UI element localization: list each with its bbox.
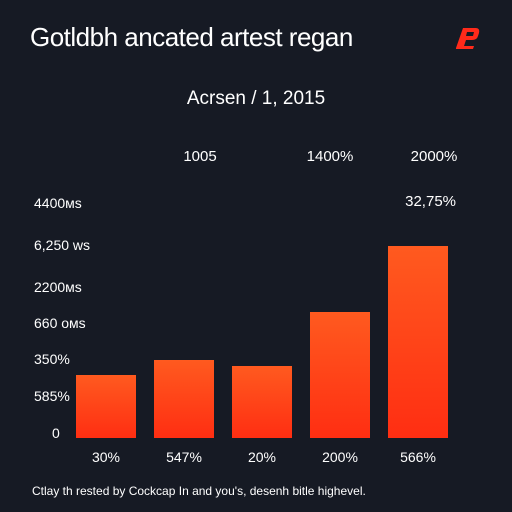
top-value-label: 1400%	[306, 148, 354, 165]
right-value-label: 32,75%	[405, 193, 456, 210]
chart-footnote: Ctlay th rested by Cockcap In and you's,…	[32, 484, 366, 498]
bar	[154, 360, 214, 438]
top-value-label: 1005	[183, 148, 217, 165]
y-tick-label: 585%	[34, 388, 70, 404]
chart-subtitle: Acrsen / 1, 2015	[186, 88, 326, 109]
y-tick-label: 2200мs	[34, 279, 82, 295]
y-tick-label: 350%	[34, 351, 70, 367]
y-tick-label: 4400мs	[34, 195, 82, 211]
x-tick-label: 200%	[322, 449, 358, 465]
y-tick-label: 6,250 ws	[34, 237, 91, 253]
x-tick-label: 30%	[92, 449, 120, 465]
x-tick-label: 566%	[400, 449, 436, 465]
bar	[388, 246, 448, 438]
y-tick-label: 0	[52, 425, 60, 441]
top-value-label: 2000%	[410, 148, 458, 165]
y-tick-label: 660 oмs	[34, 315, 86, 331]
bar	[76, 375, 136, 438]
bar	[310, 312, 370, 438]
x-tick-label: 20%	[248, 449, 276, 465]
bar	[232, 366, 292, 438]
chart-title: Gotldbh ancated artest regan	[30, 22, 353, 52]
brand-logo-icon	[456, 28, 480, 49]
x-tick-label: 547%	[166, 449, 202, 465]
